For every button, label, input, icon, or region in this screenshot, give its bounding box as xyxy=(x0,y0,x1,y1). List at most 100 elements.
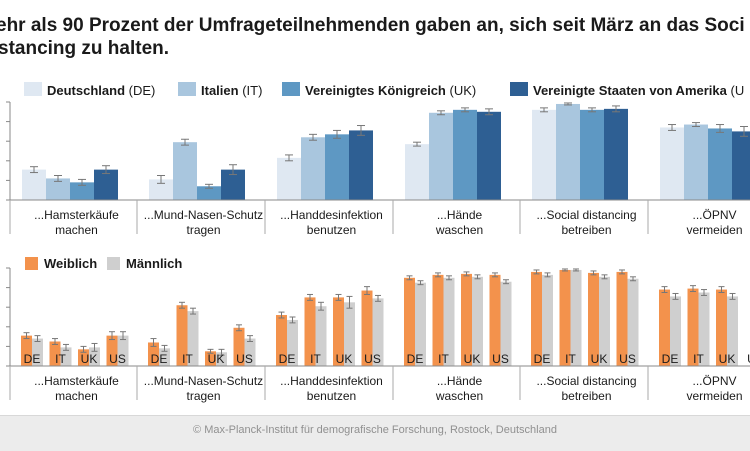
country-label-2-0: DE xyxy=(279,352,296,366)
bar-female-2-3 xyxy=(361,290,373,366)
title-line-1: ehr als 90 Prozent der Umfrageteilnehmen… xyxy=(0,15,745,36)
bar-US-0 xyxy=(94,169,118,200)
legend-swatch-0 xyxy=(24,82,42,96)
bar-UK-1 xyxy=(197,186,221,200)
bar-female-4-3 xyxy=(616,271,628,366)
bar-male-5-0 xyxy=(670,296,681,366)
country-label-2-1: IT xyxy=(310,352,321,366)
country-label-4-1: IT xyxy=(565,352,576,366)
bar-male-2-2 xyxy=(344,302,355,366)
legend-label-2: Vereinigtes Königreich (UK) xyxy=(305,83,476,98)
legend-label-female: Weiblich xyxy=(44,256,97,271)
category-label-p2-5: ...ÖPNV xyxy=(692,374,736,388)
legend-name-1: Italien xyxy=(201,83,239,98)
bar-male-3-3 xyxy=(500,281,512,366)
bar-DE-0 xyxy=(22,169,46,200)
category-label-p2-0: ...Hamsterkäufe xyxy=(34,374,119,388)
bar-female-0-2 xyxy=(78,349,89,366)
country-label-1-0: DE xyxy=(151,352,168,366)
category-label-p1-0-line2: machen xyxy=(55,223,98,237)
category-label-p2-4: ...Social distancing xyxy=(536,374,636,388)
country-label-2-3: US xyxy=(364,352,381,366)
bar-male-1-1 xyxy=(187,311,199,366)
bar-IT-2 xyxy=(301,137,325,200)
bar-IT-1 xyxy=(173,142,197,200)
category-label-p2-2: ...Handdesinfektion xyxy=(280,374,383,388)
category-label-p2-4-line2: betreiben xyxy=(561,389,611,403)
country-label-5-3: US xyxy=(747,352,750,366)
legend-code-2: (UK) xyxy=(446,83,476,98)
bar-female-4-1 xyxy=(559,269,571,366)
legend-swatch-2 xyxy=(282,82,300,96)
bar-male-2-1 xyxy=(315,306,327,366)
country-label-0-2: UK xyxy=(81,352,98,366)
country-label-1-3: US xyxy=(236,352,253,366)
bar-female-1-3 xyxy=(233,327,245,366)
category-label-p1-2-line2: benutzen xyxy=(307,223,356,237)
legend-code-3: (U xyxy=(727,83,744,98)
bar-UK-2 xyxy=(325,134,349,200)
category-label-p2-0-line2: machen xyxy=(55,389,98,403)
bar-female-0-0 xyxy=(21,335,32,366)
bar-male-3-1 xyxy=(443,277,455,366)
bar-male-3-0 xyxy=(415,282,426,366)
bar-IT-3 xyxy=(429,112,453,200)
country-label-0-0: DE xyxy=(24,352,41,366)
category-label-p2-5-line2: vermeiden xyxy=(686,389,742,403)
bar-male-5-1 xyxy=(698,292,710,366)
bar-female-3-0 xyxy=(404,277,415,366)
bar-UK-3 xyxy=(453,109,477,200)
legend-code-0: (DE) xyxy=(125,83,155,98)
bar-DE-2 xyxy=(277,157,301,200)
bar-DE-5 xyxy=(660,127,684,200)
bar-female-4-2 xyxy=(588,272,599,366)
category-label-p2-3: ...Hände xyxy=(437,374,483,388)
bar-male-1-2 xyxy=(216,352,227,366)
bar-male-0-2 xyxy=(89,347,100,366)
legend-name-3: Vereinigte Staaten von Amerika xyxy=(533,83,728,98)
category-label-p2-1-line2: tragen xyxy=(186,389,220,403)
category-label-p1-3: ...Hände xyxy=(437,208,483,222)
bar-male-4-3 xyxy=(627,278,639,366)
bar-male-5-2 xyxy=(727,296,738,366)
legend-swatch-male xyxy=(107,257,120,270)
legend-swatch-female xyxy=(25,257,38,270)
category-label-p2-1: ...Mund-Nasen-Schutz xyxy=(144,374,263,388)
chart-title: ehr als 90 Prozent der Umfrageteilnehmen… xyxy=(0,14,750,60)
legend-swatch-3 xyxy=(510,82,528,96)
legend-label-3: Vereinigte Staaten von Amerika (U xyxy=(533,83,744,98)
bar-female-1-0 xyxy=(148,342,159,366)
category-label-p1-4-line2: betreiben xyxy=(561,223,611,237)
bar-female-3-2 xyxy=(461,273,472,366)
bar-male-2-0 xyxy=(287,319,298,366)
bar-DE-3 xyxy=(405,144,429,200)
title-line-2: stancing zu halten. xyxy=(0,38,170,59)
bar-female-5-0 xyxy=(659,289,670,366)
bar-IT-4 xyxy=(556,103,580,200)
category-label-p2-3-line2: waschen xyxy=(435,389,483,403)
bar-female-2-1 xyxy=(304,297,316,366)
bar-female-3-3 xyxy=(489,274,501,366)
legend-label-0: Deutschland (DE) xyxy=(47,83,155,98)
bar-female-0-1 xyxy=(49,341,61,366)
country-label-5-1: IT xyxy=(693,352,704,366)
country-label-4-3: US xyxy=(619,352,636,366)
category-label-p1-3-line2: waschen xyxy=(435,223,483,237)
bar-female-0-3 xyxy=(106,335,118,366)
bar-male-0-1 xyxy=(60,347,72,366)
category-label-p1-4: ...Social distancing xyxy=(536,208,636,222)
bar-female-2-2 xyxy=(333,297,344,366)
bar-female-1-1 xyxy=(176,305,188,366)
country-label-2-2: UK xyxy=(336,352,353,366)
category-label-p1-0: ...Hamsterkäufe xyxy=(34,208,119,222)
country-label-4-0: DE xyxy=(534,352,551,366)
legend-label-1: Italien (IT) xyxy=(201,83,262,98)
bar-male-4-0 xyxy=(542,274,553,366)
bar-UK-5 xyxy=(708,128,732,200)
legend-name-2: Vereinigtes Königreich xyxy=(305,83,446,98)
bar-male-4-1 xyxy=(570,269,582,366)
country-label-3-1: IT xyxy=(438,352,449,366)
country-label-1-1: IT xyxy=(182,352,193,366)
bar-DE-1 xyxy=(149,179,173,200)
